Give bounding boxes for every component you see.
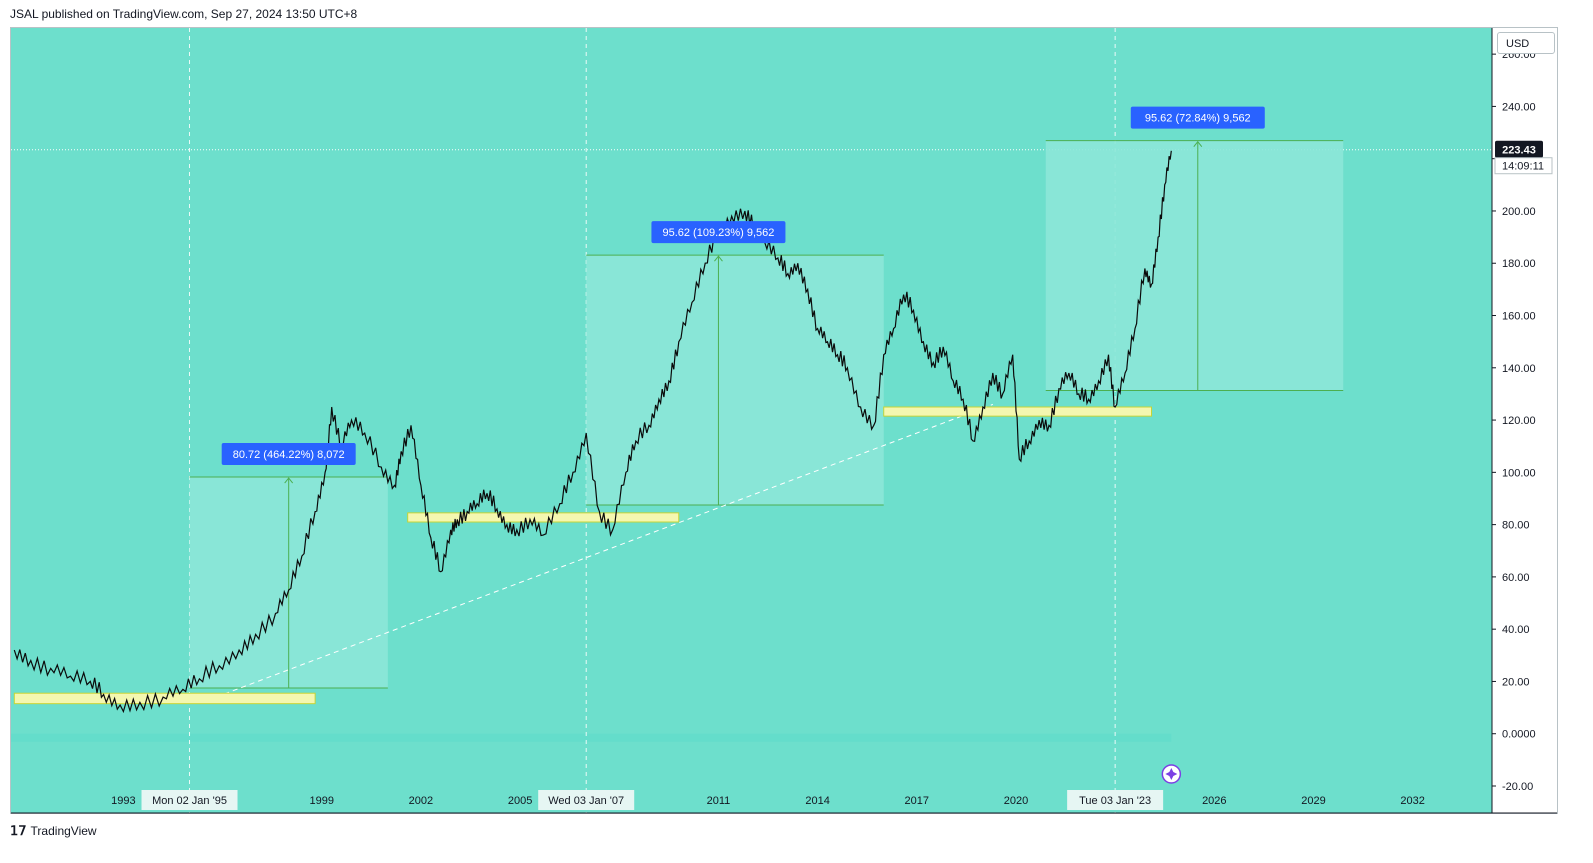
measure-label-bg-1 xyxy=(651,221,786,244)
y-tick-label-1: 0.0000 xyxy=(1502,729,1536,741)
date-tag-bg-2 xyxy=(1067,790,1164,810)
last-price-tag: 223.43 xyxy=(1502,145,1536,157)
y-tick-label-3: 40.00 xyxy=(1502,624,1530,636)
footer: 𝟣𝟩 TradingView xyxy=(10,823,97,839)
y-tick-label-0: -20.00 xyxy=(1502,781,1533,793)
tradingview-logo-icon: 𝟣𝟩 xyxy=(10,823,27,838)
x-tick-label-8: 2017 xyxy=(905,795,929,807)
y-tick-label-11: 200.00 xyxy=(1502,206,1536,218)
countdown-bg xyxy=(1494,157,1553,175)
currency-selector[interactable]: USD xyxy=(1497,32,1555,54)
y-tick-label-6: 100.00 xyxy=(1502,467,1536,479)
support-zone-1 xyxy=(407,512,680,523)
measure-arrowhead-2 xyxy=(1193,140,1203,147)
publish-header: JSAL published on TradingView.com, Sep 2… xyxy=(10,7,358,21)
measure-box-1 xyxy=(586,255,884,506)
support-zone-2 xyxy=(883,406,1153,417)
measure-arrowhead-1 xyxy=(714,255,723,262)
x-tick-label-12: 2029 xyxy=(1301,795,1325,807)
x-tick-label-3: 2002 xyxy=(409,795,433,807)
measure-label-1: 95.62 (109.23%) 9,562 xyxy=(662,227,774,239)
measure-label-2: 95.62 (72.84%) 9,562 xyxy=(1145,113,1251,125)
y-tick-label-7: 120.00 xyxy=(1502,415,1536,427)
date-tag-2: Tue 03 Jan '23 xyxy=(1079,795,1151,807)
event-star-icon xyxy=(1165,768,1178,780)
x-tick-label-4: 2005 xyxy=(508,795,532,807)
date-tag-bg-1 xyxy=(538,790,635,810)
measure-label-0: 80.72 (464.22%) 8,072 xyxy=(233,449,345,461)
last-price-tag-bg xyxy=(1495,140,1543,158)
y-tick-label-5: 80.00 xyxy=(1502,520,1530,532)
countdown-label: 14:09:11 xyxy=(1502,161,1544,173)
x-tick-label-13: 2032 xyxy=(1400,795,1424,807)
x-tick-label-9: 2020 xyxy=(1004,795,1028,807)
zero-band xyxy=(11,733,1172,742)
measure-label-bg-2 xyxy=(1130,106,1265,129)
measure-arrowhead-0 xyxy=(284,477,294,484)
y-tick-label-10: 180.00 xyxy=(1502,258,1536,270)
x-tick-label-11: 2026 xyxy=(1202,795,1226,807)
x-tick-label-2: 1999 xyxy=(310,795,334,807)
date-tag-bg-0 xyxy=(141,790,238,810)
x-tick-label-6: 2011 xyxy=(707,795,731,807)
date-tag-1: Wed 03 Jan '07 xyxy=(548,795,624,807)
measure-label-bg-0 xyxy=(221,443,356,466)
y-tick-label-13: 240.00 xyxy=(1502,101,1536,113)
footer-brand: TradingView xyxy=(30,824,97,838)
x-tick-label-7: 2014 xyxy=(805,795,829,807)
measure-box-2 xyxy=(1045,140,1344,391)
price-series-line xyxy=(13,150,1172,714)
x-tick-label-0: 1993 xyxy=(111,795,135,807)
y-tick-label-4: 60.00 xyxy=(1502,572,1530,584)
y-tick-label-9: 160.00 xyxy=(1502,311,1536,323)
y-tick-label-2: 20.00 xyxy=(1502,676,1530,688)
y-tick-label-8: 140.00 xyxy=(1502,363,1536,375)
date-tag-0: Mon 02 Jan '95 xyxy=(152,795,227,807)
trendline xyxy=(215,403,993,698)
